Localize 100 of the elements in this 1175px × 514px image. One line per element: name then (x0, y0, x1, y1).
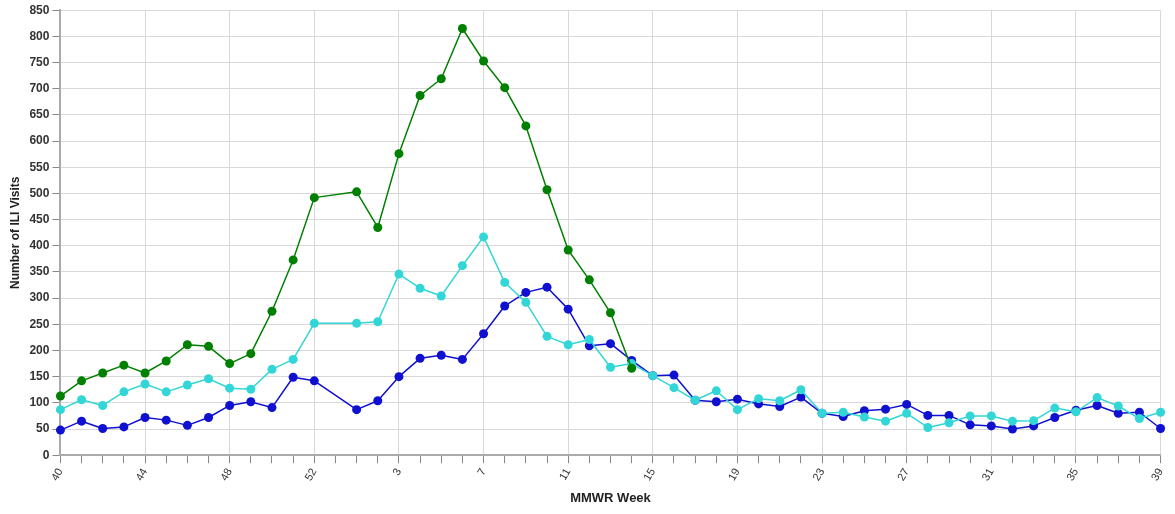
point (1113, 408, 1123, 418)
x-tick-label: 7 (474, 466, 488, 478)
x-tick-label: 11 (556, 466, 573, 482)
point (161, 415, 171, 425)
point (394, 269, 404, 279)
x-axis-title: MMWR Week (570, 489, 652, 505)
point (373, 396, 383, 406)
point (288, 354, 298, 364)
point (563, 304, 573, 314)
y-tick-label: 450 (29, 211, 50, 226)
point (352, 318, 362, 328)
point (182, 380, 192, 390)
point (500, 277, 510, 287)
point (923, 410, 933, 420)
point (711, 397, 721, 407)
point (161, 387, 171, 397)
point (902, 399, 912, 409)
point (140, 368, 150, 378)
point (479, 56, 489, 66)
point (627, 363, 637, 373)
point (55, 405, 65, 415)
point (246, 384, 256, 394)
x-tick-label: 15 (640, 466, 658, 483)
point (309, 193, 319, 203)
point (204, 413, 214, 423)
point (225, 359, 235, 369)
point (246, 397, 256, 407)
point (986, 411, 996, 421)
point (394, 149, 404, 159)
x-tick-label: 3 (389, 466, 404, 478)
point (500, 83, 510, 93)
point (98, 424, 108, 433)
point (563, 245, 573, 255)
point (55, 425, 65, 435)
y-tick-label: 800 (29, 28, 50, 43)
y-tick-label: 650 (29, 107, 50, 122)
point (77, 416, 87, 426)
point (584, 275, 594, 285)
point (119, 360, 129, 370)
point (288, 255, 298, 265)
point (479, 232, 489, 242)
point (838, 407, 848, 417)
point (881, 416, 891, 426)
point (204, 374, 214, 384)
point (775, 396, 785, 406)
point (415, 283, 425, 293)
y-tick-label: 250 (29, 316, 50, 331)
point (415, 353, 425, 363)
y-tick-label: 0 (42, 447, 50, 462)
x-tick-label: 48 (217, 466, 235, 483)
point (732, 405, 742, 415)
point (881, 404, 891, 414)
y-tick-label: 550 (29, 159, 50, 174)
y-tick-label: 300 (29, 290, 50, 305)
point (457, 24, 467, 34)
point (606, 362, 615, 372)
point (267, 364, 277, 374)
x-tick-label: 35 (1063, 466, 1081, 483)
point (373, 317, 383, 327)
x-tick-label: 52 (302, 466, 319, 483)
y-tick-label: 350 (29, 264, 50, 279)
point (415, 91, 425, 101)
point (711, 386, 721, 396)
point (986, 421, 996, 431)
point (204, 341, 214, 351)
x-tick-label: 39 (1148, 466, 1165, 483)
point (182, 420, 192, 430)
point (1156, 407, 1166, 417)
x-tick-label: 27 (894, 466, 912, 483)
y-tick-label: 850 (29, 2, 50, 17)
point (965, 411, 975, 421)
point (563, 340, 573, 350)
point (352, 187, 362, 197)
point (796, 392, 806, 402)
point (1007, 424, 1017, 434)
point (98, 368, 108, 378)
point (119, 387, 129, 397)
point (1113, 401, 1123, 411)
point (309, 318, 319, 328)
point (669, 370, 679, 380)
point (182, 340, 192, 350)
point (246, 349, 256, 359)
point (479, 329, 489, 339)
x-tick-label: 19 (725, 466, 742, 483)
point (606, 308, 615, 318)
y-tick-label: 700 (29, 81, 50, 96)
point (1134, 414, 1144, 424)
point (923, 422, 933, 432)
point (288, 372, 298, 382)
point (521, 121, 531, 131)
point (119, 422, 129, 432)
point (77, 395, 87, 405)
point (140, 413, 150, 423)
point (902, 408, 912, 418)
point (1156, 424, 1166, 433)
point (352, 405, 362, 415)
point (436, 291, 446, 301)
point (1007, 416, 1017, 426)
point (542, 282, 552, 292)
point (584, 335, 594, 344)
